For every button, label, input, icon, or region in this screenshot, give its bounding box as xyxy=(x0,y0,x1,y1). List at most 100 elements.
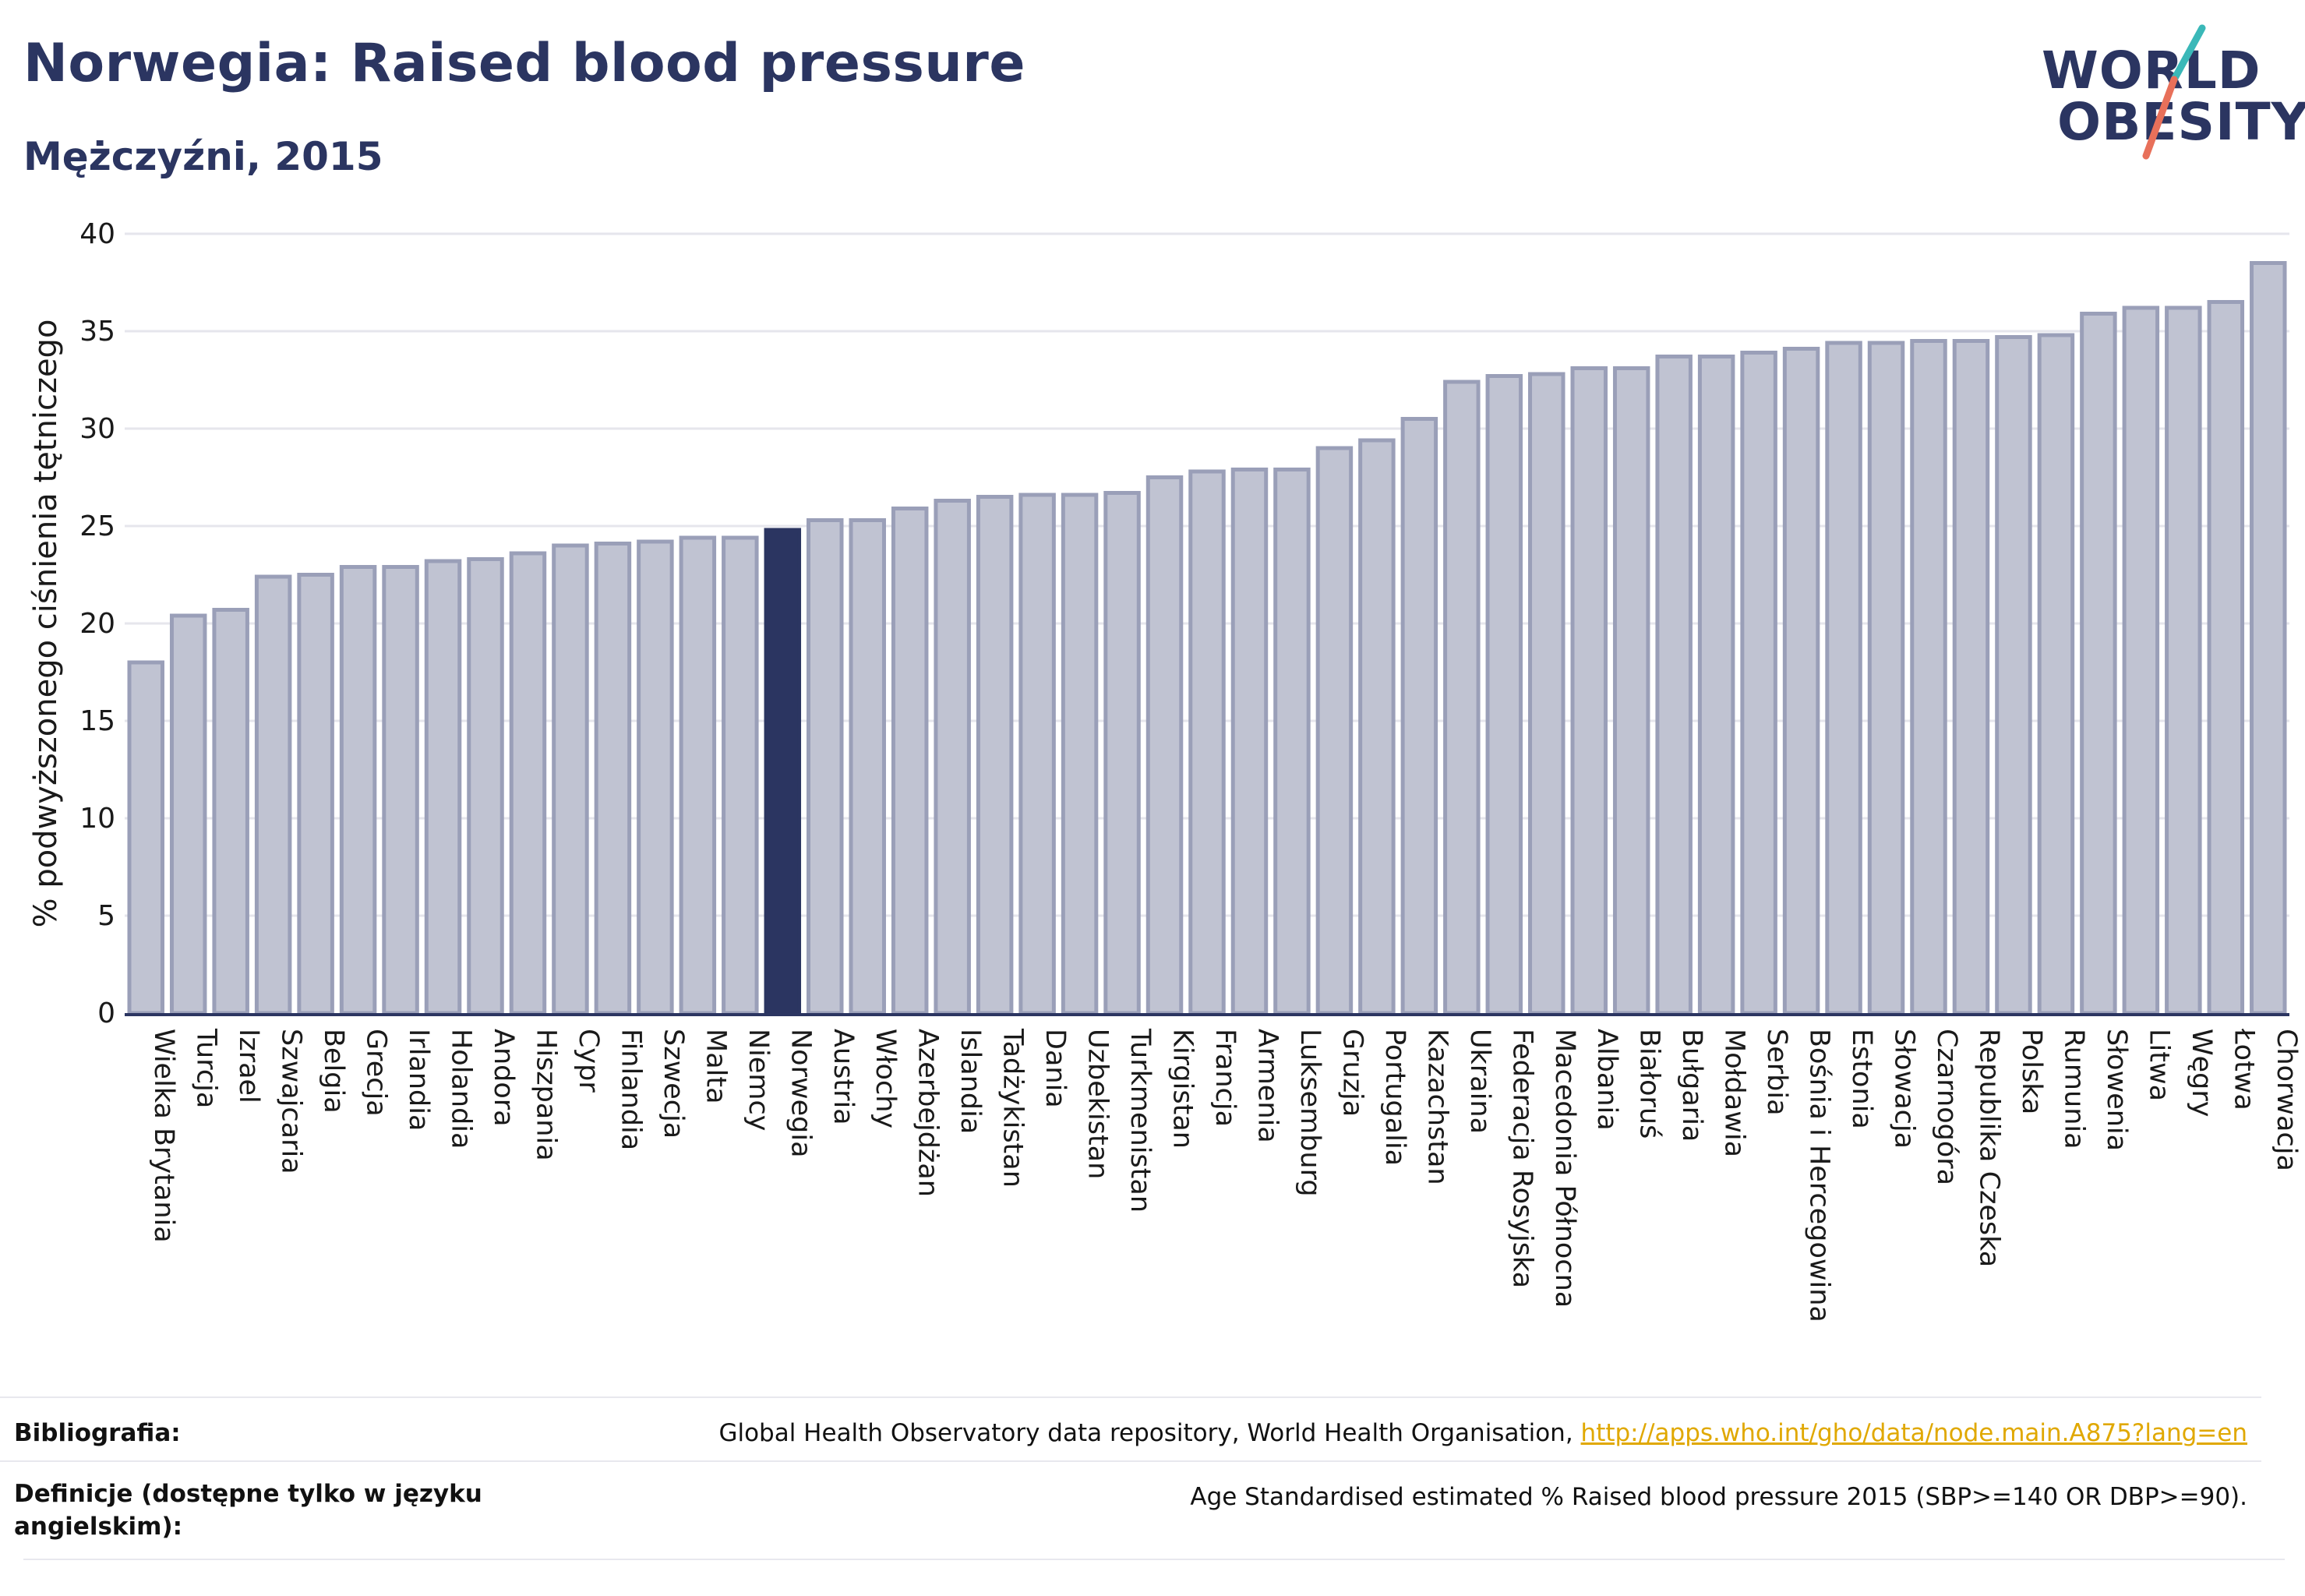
y-tick-label: 5 xyxy=(97,900,115,932)
bar[interactable] xyxy=(552,543,589,1015)
x-tick-label: Niemcy xyxy=(743,1029,774,1132)
bar[interactable] xyxy=(1740,351,1777,1015)
bar[interactable] xyxy=(1103,491,1141,1015)
footer-definition-value: Age Standardised estimated % Raised bloo… xyxy=(1190,1483,2247,1511)
bar[interactable] xyxy=(1485,374,1523,1015)
x-tick-label: Irlandia xyxy=(403,1029,434,1131)
bar[interactable] xyxy=(594,542,632,1015)
bar[interactable] xyxy=(2250,261,2287,1015)
bar[interactable] xyxy=(382,565,419,1015)
x-tick-label: Malta xyxy=(700,1029,731,1104)
bar[interactable] xyxy=(254,574,292,1015)
footer-bibliography-label: Bibliografia: xyxy=(14,1419,181,1447)
bar[interactable] xyxy=(1528,372,1565,1015)
x-tick-label: Grecja xyxy=(361,1029,392,1117)
bar[interactable] xyxy=(722,535,759,1015)
footer-bibliography-value: Global Health Observatory data repositor… xyxy=(718,1417,2247,1449)
x-tick-label: Rumunia xyxy=(2058,1029,2089,1149)
bar[interactable] xyxy=(1188,469,1226,1015)
x-tick-label: Macedonia Północna xyxy=(1549,1029,1580,1308)
bar[interactable] xyxy=(1315,446,1354,1015)
x-tick-label: Białoruś xyxy=(1634,1029,1665,1139)
bar[interactable] xyxy=(1443,380,1481,1015)
bar[interactable] xyxy=(2080,312,2117,1015)
bar[interactable] xyxy=(467,557,504,1015)
bar[interactable] xyxy=(1867,341,1905,1015)
x-tick-label: Portugalia xyxy=(1379,1029,1410,1166)
bar[interactable] xyxy=(807,518,844,1015)
bar[interactable] xyxy=(2122,305,2160,1015)
bar[interactable] xyxy=(976,495,1014,1015)
x-tick-label: Kazachstan xyxy=(1421,1029,1453,1185)
logo-line-1: WORLD xyxy=(2042,41,2261,101)
bar[interactable] xyxy=(169,613,207,1015)
bar[interactable] xyxy=(637,539,674,1015)
bar[interactable] xyxy=(1825,341,1862,1015)
x-tick-label: Finlandia xyxy=(615,1029,646,1150)
x-tick-label: Holandia xyxy=(446,1029,477,1149)
bar[interactable] xyxy=(1655,355,1693,1015)
bar[interactable] xyxy=(2207,300,2245,1015)
bar[interactable] xyxy=(679,535,717,1015)
x-tick-label: Bułgaria xyxy=(1676,1029,1707,1142)
bar[interactable] xyxy=(1612,366,1650,1015)
bar[interactable] xyxy=(1273,468,1311,1015)
bar[interactable] xyxy=(1910,339,1947,1015)
bar[interactable] xyxy=(212,608,249,1015)
bar[interactable] xyxy=(297,573,334,1015)
bar[interactable] xyxy=(1995,335,2032,1015)
x-tick-label: Tadżykistan xyxy=(997,1028,1029,1188)
x-tick-label: Słowacja xyxy=(1889,1029,1920,1149)
x-tick-label: Słowenia xyxy=(2101,1029,2132,1151)
bar[interactable] xyxy=(1952,339,1990,1015)
bar[interactable] xyxy=(891,507,929,1015)
x-tick-label: Federacja Rosyjska xyxy=(1506,1029,1537,1288)
x-tick-label: Gruzja xyxy=(1336,1029,1368,1117)
bar[interactable] xyxy=(1782,347,1820,1015)
x-tick-label: Cypr xyxy=(573,1029,604,1093)
world-obesity-logo[interactable]: WORLD OBESITY xyxy=(2042,23,2305,171)
bar[interactable] xyxy=(2037,333,2075,1015)
x-axis-labels: Wielka Brytania Turcja Izrael Szwajcaria Bel… xyxy=(148,1028,2302,1322)
bar-highlighted[interactable] xyxy=(764,528,802,1015)
bar[interactable] xyxy=(1230,468,1269,1015)
bar[interactable] xyxy=(934,499,971,1015)
x-tick-label: Ukraina xyxy=(1464,1029,1495,1134)
footer-definition-row: Definicje (dostępne tylko w języku angie… xyxy=(0,1460,2261,1541)
bar[interactable] xyxy=(1061,493,1099,1015)
logo-slash-icon xyxy=(2142,24,2206,160)
bar[interactable] xyxy=(1697,355,1735,1015)
y-tick-label: 15 xyxy=(79,705,115,737)
y-tick-label: 30 xyxy=(79,413,115,445)
footer-definition-label: Definicje (dostępne tylko w języku angie… xyxy=(14,1480,482,1541)
bars xyxy=(127,261,2287,1015)
bar[interactable] xyxy=(1570,366,1608,1015)
x-tick-label: Serbia xyxy=(1761,1029,1792,1116)
footer-bibliography-text: Global Health Observatory data repositor… xyxy=(718,1419,1581,1447)
x-tick-label: Islandia xyxy=(955,1029,986,1134)
bar[interactable] xyxy=(424,559,462,1015)
y-tick-label: 0 xyxy=(97,998,115,1029)
bar[interactable] xyxy=(509,551,547,1015)
footer-bibliography-row: Bibliografia: Global Health Observatory … xyxy=(0,1396,2261,1447)
x-tick-label: Turcja xyxy=(191,1028,222,1108)
bar[interactable] xyxy=(1358,438,1396,1015)
footer-bottom-rule xyxy=(23,1559,2285,1560)
bar[interactable] xyxy=(339,565,377,1015)
x-tick-label: Dania xyxy=(1040,1029,1071,1108)
x-tick-label: Szwajcaria xyxy=(276,1029,307,1174)
footer-bibliography-link[interactable]: http://apps.who.int/gho/data/node.main.A… xyxy=(1580,1419,2247,1447)
bar[interactable] xyxy=(849,518,886,1015)
x-tick-label: Włochy xyxy=(870,1029,901,1128)
logo-slash-coral xyxy=(2142,76,2178,160)
x-tick-label: Francja xyxy=(1209,1029,1241,1127)
bar[interactable] xyxy=(127,660,164,1015)
bar[interactable] xyxy=(1400,417,1438,1015)
x-tick-label: Polska xyxy=(2016,1029,2047,1114)
x-tick-label: Andora xyxy=(488,1029,519,1127)
x-tick-label: Luksemburg xyxy=(1294,1029,1325,1197)
bar[interactable] xyxy=(1145,475,1184,1015)
bar[interactable] xyxy=(1018,493,1056,1015)
y-tick-label: 20 xyxy=(79,608,115,640)
bar[interactable] xyxy=(2165,305,2202,1015)
